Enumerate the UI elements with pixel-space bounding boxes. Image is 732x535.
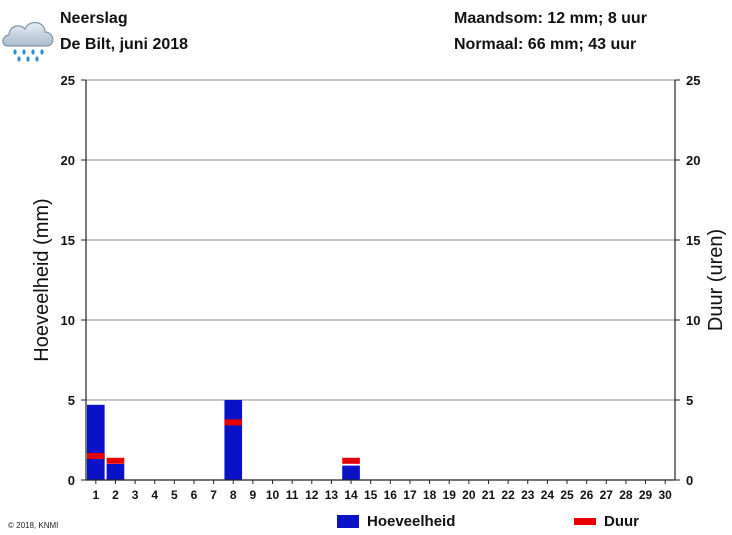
- y2-tick-label: 15: [686, 233, 700, 248]
- y2-tick-label: 25: [686, 73, 700, 88]
- x-tick-label: 7: [210, 488, 217, 502]
- x-tick-label: 12: [305, 488, 319, 502]
- amount-bar: [342, 465, 360, 480]
- x-tick-label: 26: [580, 488, 594, 502]
- duration-marker: [224, 419, 243, 426]
- legend-duration: Duur: [574, 513, 639, 530]
- x-tick-label: 19: [443, 488, 457, 502]
- y-axis-title: Hoeveelheid (mm): [31, 198, 53, 361]
- y-tick-label: 10: [61, 313, 75, 328]
- x-tick-label: 24: [541, 488, 555, 502]
- x-tick-label: 28: [619, 488, 633, 502]
- amount-bar: [106, 464, 125, 480]
- y-tick-label: 20: [61, 153, 75, 168]
- x-tick-label: 18: [423, 488, 437, 502]
- x-tick-label: 29: [639, 488, 653, 502]
- legend-amount-label: Hoeveelheid: [367, 513, 456, 530]
- y-tick-label: 25: [61, 73, 75, 88]
- x-tick-label: 17: [403, 488, 417, 502]
- y2-tick-label: 0: [686, 473, 693, 488]
- y-tick-label: 0: [68, 473, 75, 488]
- page-subtitle: De Bilt, juni 2018: [60, 36, 189, 53]
- y2-tick-label: 5: [686, 393, 693, 408]
- y-tick-label: 15: [61, 233, 75, 248]
- x-tick-label: 23: [521, 488, 535, 502]
- legend-duration-swatch: [574, 518, 596, 525]
- x-tick-label: 21: [482, 488, 496, 502]
- x-tick-label: 14: [344, 488, 358, 502]
- legend-amount-swatch: [337, 515, 359, 528]
- x-tick-label: 25: [560, 488, 574, 502]
- x-tick-label: 16: [384, 488, 398, 502]
- x-tick-label: 15: [364, 488, 378, 502]
- normal-value: Normaal: 66 mm; 43 uur: [454, 36, 637, 53]
- legend-duration-label: Duur: [604, 513, 639, 530]
- duration-marker: [87, 453, 105, 459]
- x-tick-label: 1: [92, 488, 99, 502]
- page-title: Neerslag: [60, 10, 128, 27]
- x-tick-label: 30: [659, 488, 673, 502]
- month-sum: Maandsom: 12 mm; 8 uur: [454, 10, 647, 27]
- legend-amount: Hoeveelheid: [337, 513, 455, 530]
- x-tick-label: 5: [171, 488, 178, 502]
- duration-marker: [106, 457, 125, 464]
- x-tick-label: 13: [325, 488, 339, 502]
- duration-marker: [342, 457, 360, 464]
- x-tick-label: 10: [266, 488, 280, 502]
- rain-cloud-icon: [2, 22, 54, 62]
- x-tick-label: 4: [151, 488, 158, 502]
- x-tick-label: 22: [501, 488, 515, 502]
- x-tick-label: 2: [112, 488, 119, 502]
- y2-tick-label: 20: [686, 153, 700, 168]
- x-tick-label: 20: [462, 488, 476, 502]
- x-tick-label: 27: [600, 488, 614, 502]
- amount-bar: [224, 400, 243, 480]
- copyright: © 2018, KNMI: [8, 521, 59, 530]
- amount-bar: [87, 404, 105, 480]
- x-tick-label: 11: [286, 488, 299, 502]
- x-tick-label: 6: [191, 488, 198, 502]
- y2-tick-label: 10: [686, 313, 700, 328]
- x-tick-label: 8: [230, 488, 237, 502]
- y2-axis-title: Duur (uren): [705, 229, 727, 331]
- x-tick-label: 3: [132, 488, 139, 502]
- x-tick-label: 9: [250, 488, 257, 502]
- y-tick-label: 5: [68, 393, 75, 408]
